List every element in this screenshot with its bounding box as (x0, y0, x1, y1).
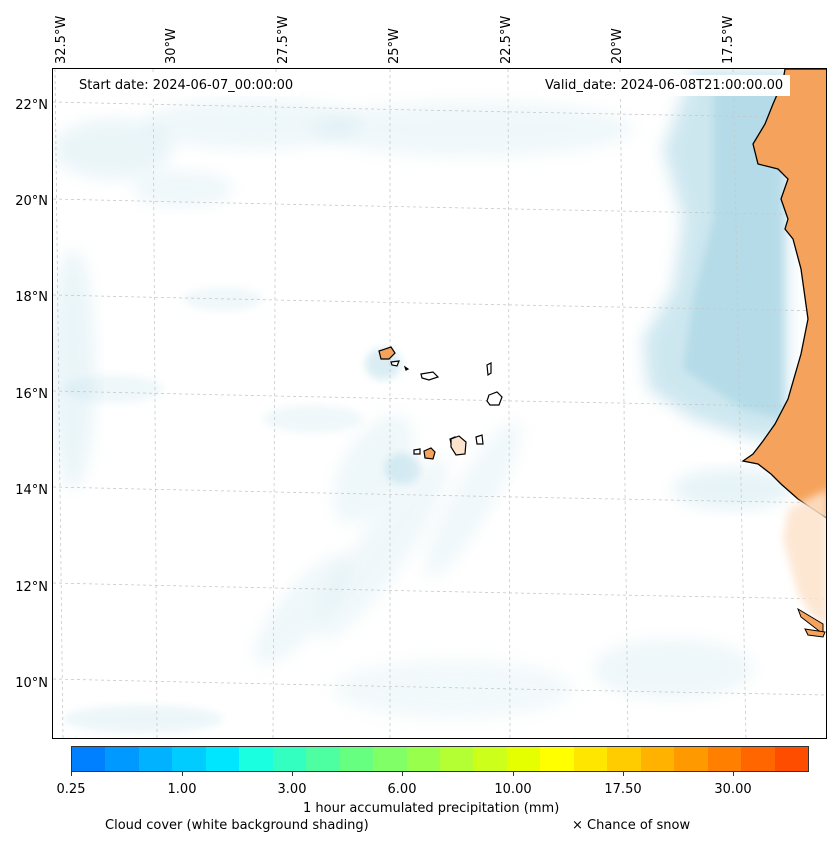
colorbar-swatch (72, 747, 106, 771)
colorbar-swatch (306, 747, 340, 771)
lon-label-30w: 30°W (164, 28, 179, 64)
precipitation-colorbar (71, 746, 809, 772)
colorbar-tick-label: 10.00 (494, 782, 532, 797)
colorbar-tick-label: 0.25 (56, 782, 86, 797)
cloud-cover-layer (53, 69, 793, 733)
colorbar-swatch (439, 747, 474, 771)
lon-label-22-5w: 22.5°W (499, 15, 514, 64)
colorbar-tick-label: 6.00 (387, 782, 417, 797)
colorbar-tickmark (71, 772, 72, 776)
colorbar-swatch (373, 747, 407, 771)
lat-label-14n: 14°N (15, 483, 48, 498)
lat-label-22n: 22°N (15, 98, 48, 113)
colorbar-swatch (406, 747, 440, 771)
colorbar-swatch (573, 747, 608, 771)
lat-label-16n: 16°N (15, 387, 48, 402)
colorbar-swatch (339, 747, 374, 771)
lon-label-20w: 20°W (610, 28, 625, 64)
colorbar-swatch (138, 747, 173, 771)
colorbar-tickmark (292, 772, 293, 776)
lat-label-18n: 18°N (15, 290, 48, 305)
colorbar-swatch (707, 747, 742, 771)
map-canvas[interactable] (53, 69, 827, 739)
valid-date-label: Valid_date: 2024-06-08T21:00:00.00 (538, 75, 791, 96)
colorbar-swatch (506, 747, 541, 771)
lat-label-10n: 10°N (15, 676, 48, 691)
colorbar-swatch (640, 747, 675, 771)
colorbar-tick-label: 3.00 (277, 782, 307, 797)
colorbar-swatch (105, 747, 139, 771)
lat-label-20n: 20°N (15, 194, 48, 209)
colorbar-tick-label: 1.00 (167, 782, 197, 797)
colorbar-swatch (674, 747, 708, 771)
map-frame[interactable] (52, 68, 827, 739)
colorbar-tickmark (402, 772, 403, 776)
colorbar-swatch (607, 747, 641, 771)
start-date-label: Start date: 2024-06-07_00:00:00 (72, 75, 301, 96)
cape-verde-islands (378, 346, 503, 460)
colorbar-swatch (239, 747, 273, 771)
colorbar-swatch (774, 747, 808, 771)
colorbar-tick-label: 17.50 (604, 782, 642, 797)
colorbar-title: 1 hour accumulated precipitation (mm) (303, 801, 560, 816)
graticule (53, 69, 826, 738)
colorbar-swatch (172, 747, 206, 771)
colorbar-tickmark (182, 772, 183, 776)
colorbar-tickmark (513, 772, 514, 776)
cloud-cover-caption: Cloud cover (white background shading) (105, 818, 369, 833)
colorbar-swatch (473, 747, 507, 771)
lon-label-32-5w: 32.5°W (54, 15, 69, 64)
colorbar-tick-label: 30.00 (714, 782, 752, 797)
colorbar-tickmark (623, 772, 624, 776)
lon-label-25w: 25°W (387, 28, 402, 64)
colorbar-swatch (205, 747, 240, 771)
lon-label-17-5w: 17.5°W (721, 15, 736, 64)
snow-caption: × Chance of snow (572, 818, 691, 833)
colorbar-swatch (540, 747, 574, 771)
colorbar-swatch (272, 747, 307, 771)
africa-mainland (741, 69, 826, 638)
lon-label-27-5w: 27.5°W (276, 15, 291, 64)
colorbar-swatch (741, 747, 775, 771)
colorbar-tickmark (733, 772, 734, 776)
lat-label-12n: 12°N (15, 580, 48, 595)
